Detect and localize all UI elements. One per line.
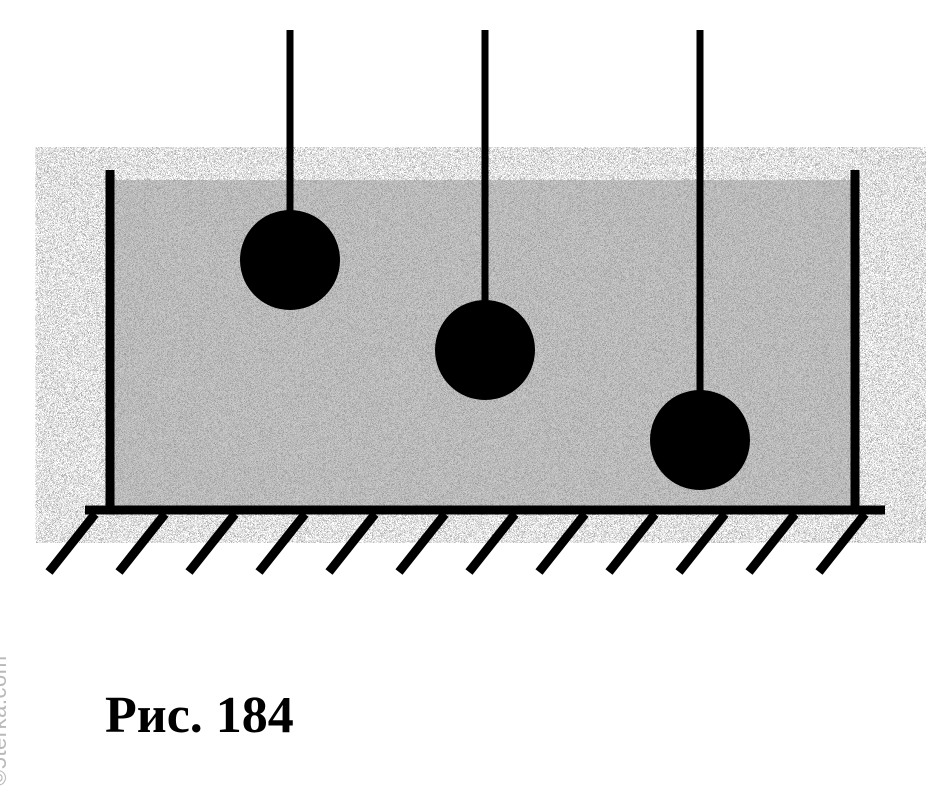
hatch-line [189, 514, 235, 572]
ball-1 [240, 210, 340, 310]
ball-3 [650, 390, 750, 490]
ground-hatching [49, 514, 865, 572]
hatch-line [609, 514, 655, 572]
physics-diagram [0, 0, 926, 796]
hatch-line [49, 514, 95, 572]
hatch-line [539, 514, 585, 572]
hatch-line [399, 514, 445, 572]
hatch-line [329, 514, 375, 572]
hatch-line [119, 514, 165, 572]
hatch-line [749, 514, 795, 572]
hatch-line [819, 514, 865, 572]
hatch-line [259, 514, 305, 572]
hatch-line [679, 514, 725, 572]
ball-2 [435, 300, 535, 400]
hatch-line [469, 514, 515, 572]
